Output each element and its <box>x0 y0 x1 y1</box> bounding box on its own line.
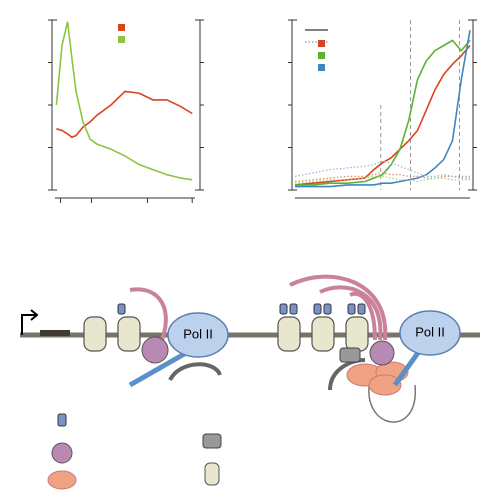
legend-key <box>118 36 125 43</box>
pol-ii <box>167 312 229 358</box>
series-line <box>55 21 193 181</box>
marks <box>117 303 366 315</box>
ctd2 <box>392 348 423 387</box>
series-line <box>294 175 470 184</box>
key <box>47 413 222 490</box>
complex <box>339 347 361 363</box>
rna <box>168 362 222 382</box>
legend-key <box>318 52 325 59</box>
series-line <box>294 172 470 183</box>
legend-key <box>318 64 325 71</box>
series-line <box>56 90 193 139</box>
tss-arrow <box>21 309 39 335</box>
factor2 <box>369 340 395 366</box>
pol-ii-label: Pol II <box>415 324 445 339</box>
complexes <box>346 361 409 396</box>
pol-ii-2 <box>399 310 461 356</box>
factor <box>141 336 169 364</box>
rna2 <box>328 358 366 391</box>
axis <box>51 19 57 191</box>
legend-key <box>318 40 325 47</box>
loop <box>368 379 416 423</box>
legend-key <box>118 24 125 31</box>
diagram: Pol II Pol II <box>20 274 480 490</box>
axis <box>468 19 474 191</box>
arrows <box>129 274 388 346</box>
axis <box>291 19 297 191</box>
pol-ii-label: Pol II <box>183 326 213 341</box>
series-line <box>295 30 471 188</box>
series-line <box>295 39 471 186</box>
nucleosomes <box>83 316 369 352</box>
axis <box>195 19 201 191</box>
